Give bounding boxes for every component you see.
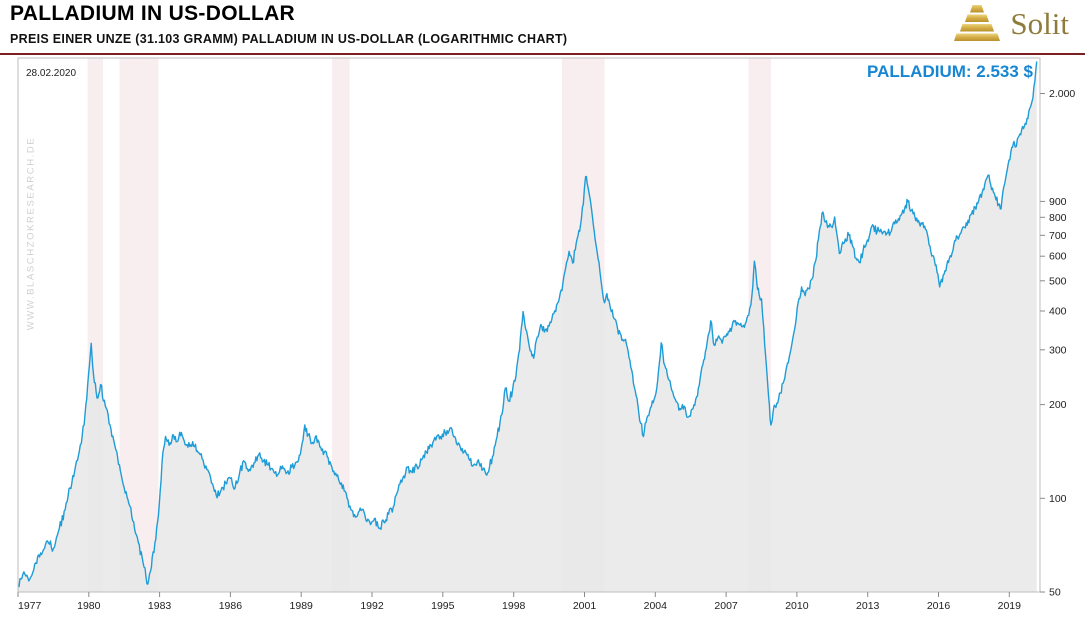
x-axis-tick-label: 1986 — [219, 600, 243, 612]
y-axis-tick-label: 300 — [1049, 344, 1067, 356]
chart-subtitle: PREIS EINER UNZE (31.103 GRAMM) PALLADIU… — [10, 32, 568, 46]
x-axis-tick-label: 1989 — [290, 600, 314, 612]
x-axis-tick-label: 2010 — [785, 600, 809, 612]
y-axis-tick-label: 50 — [1049, 587, 1061, 599]
header-rule — [0, 53, 1085, 55]
y-axis-tick-label: 900 — [1049, 196, 1067, 208]
y-axis-tick-label: 2.000 — [1049, 88, 1075, 100]
price-callout: PALLADIUM: 2.533 $ — [867, 62, 1033, 81]
page-title: PALLADIUM IN US-DOLLAR — [10, 2, 296, 25]
y-axis-tick-label: 500 — [1049, 275, 1067, 287]
y-axis-tick-label: 400 — [1049, 306, 1067, 318]
gold-pyramid-icon — [954, 5, 1001, 41]
x-axis-tick-label: 1977 — [18, 600, 42, 612]
brand-logo: Solit — [954, 3, 1069, 43]
x-axis-tick-label: 1983 — [148, 600, 172, 612]
y-axis-tick-label: 200 — [1049, 399, 1067, 411]
brand-name: Solit — [1010, 5, 1069, 41]
x-axis-tick-label: 2019 — [998, 600, 1022, 612]
x-axis-tick-label: 2004 — [644, 600, 668, 612]
x-axis-tick-label: 1980 — [77, 600, 101, 612]
y-axis-tick-label: 100 — [1049, 493, 1067, 505]
x-axis-tick-label: 2013 — [856, 600, 880, 612]
x-axis-tick-label: 1998 — [502, 600, 526, 612]
x-axis-tick-label: 2007 — [714, 600, 738, 612]
date-label: 28.02.2020 — [26, 68, 77, 79]
y-axis-tick-label: 600 — [1049, 251, 1067, 263]
x-axis-tick-label: 1995 — [431, 600, 455, 612]
price-area — [18, 61, 1037, 592]
x-axis-tick-label: 2016 — [927, 600, 951, 612]
watermark: WWW.BLASCHZOKRESEARCH.DE — [25, 136, 37, 331]
plot-border — [17, 57, 1041, 593]
y-axis-tick-label: 700 — [1049, 230, 1067, 242]
price-line — [18, 61, 1038, 588]
recession-band — [331, 58, 350, 592]
x-axis-tick-label: 1992 — [360, 600, 384, 612]
x-axis-tick-label: 2001 — [573, 600, 597, 612]
y-axis-tick-label: 800 — [1049, 212, 1067, 224]
